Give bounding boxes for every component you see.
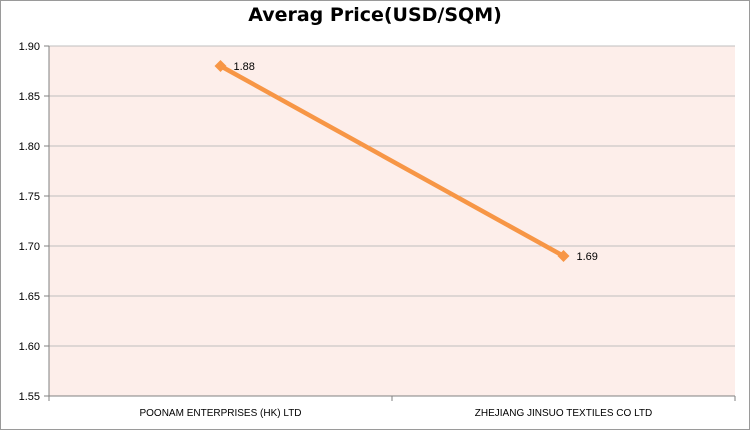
data-label: 1.88 [234,61,255,73]
chart-title: Averag Price(USD/SQM) [248,4,502,26]
x-category-label: ZHEJIANG JINSUO TEXTILES CO LTD [475,408,652,419]
y-tick-label: 1.55 [19,391,40,403]
y-tick-label: 1.75 [19,191,40,203]
plot-area [49,46,735,396]
y-tick-label: 1.90 [19,41,40,53]
data-label: 1.69 [577,251,598,263]
y-tick-label: 1.80 [19,141,40,153]
y-tick-label: 1.85 [19,91,40,103]
data-point-marker [557,250,570,262]
x-category-label: POONAM ENTERPRISES (HK) LTD [139,408,301,419]
y-tick-label: 1.70 [19,241,40,253]
y-tick-label: 1.65 [19,291,40,303]
series-line [218,63,566,259]
y-tick-label: 1.60 [19,341,40,353]
data-point-marker [214,60,227,72]
